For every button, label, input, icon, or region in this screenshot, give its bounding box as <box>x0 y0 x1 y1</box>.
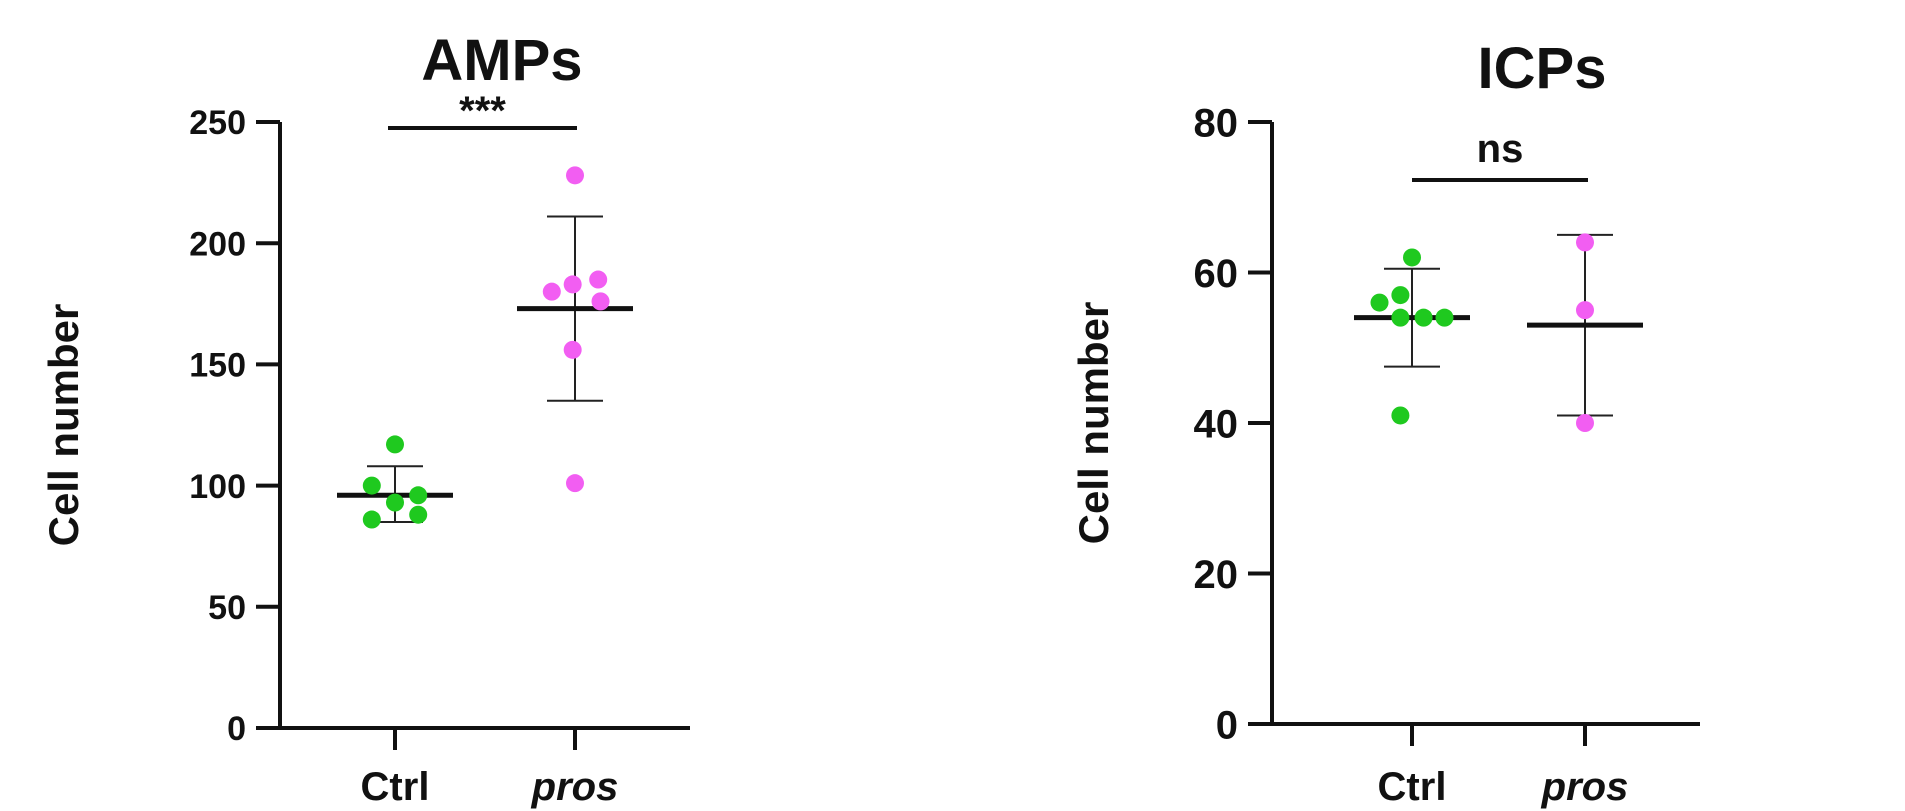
chart-title: AMPs <box>421 28 582 93</box>
data-point <box>409 505 428 524</box>
y-tick-label: 150 <box>189 347 246 385</box>
data-point <box>563 275 582 294</box>
x-tick-label: Ctrl <box>1378 765 1447 809</box>
significance-label: ns <box>1477 127 1524 171</box>
data-point <box>566 474 584 493</box>
x-tick-label: pros <box>1541 765 1629 809</box>
data-point <box>386 435 404 454</box>
y-tick-label: 20 <box>1194 553 1239 597</box>
y-tick-label: 40 <box>1194 402 1239 446</box>
icps-panel: ICPs Cell number 0 20 40 60 80 Ctrl pros ns <box>1070 36 1700 809</box>
data-point <box>1576 414 1594 432</box>
y-tick-label: 200 <box>189 225 246 263</box>
data-point <box>589 270 608 289</box>
data-point <box>542 282 561 301</box>
data-point <box>409 486 428 505</box>
y-tick-label: 0 <box>1216 703 1238 747</box>
data-point <box>1391 406 1410 425</box>
data-point <box>1435 308 1454 327</box>
data-point <box>1414 308 1433 327</box>
data-point <box>1370 293 1389 312</box>
y-axis-label: Cell number <box>1070 302 1117 545</box>
data-point <box>1391 308 1410 327</box>
y-tick-label: 250 <box>189 104 246 142</box>
data-point <box>1391 286 1410 305</box>
data-point <box>362 476 381 495</box>
data-point <box>1576 233 1594 252</box>
y-tick-label: 0 <box>227 710 246 748</box>
x-tick-label: pros <box>531 765 619 809</box>
y-axis-label: Cell number <box>40 304 87 547</box>
data-point <box>591 292 610 311</box>
significance-label: *** <box>459 89 506 133</box>
data-point <box>386 493 404 512</box>
data-point <box>566 166 584 185</box>
chart-title: ICPs <box>1478 36 1607 101</box>
y-tick-label: 60 <box>1194 252 1239 296</box>
y-tick-label: 50 <box>208 589 246 627</box>
y-tick-label: 80 <box>1194 101 1239 145</box>
data-point <box>1403 248 1421 267</box>
data-point <box>362 510 381 529</box>
data-point <box>1576 301 1594 320</box>
y-tick-label: 100 <box>189 468 246 506</box>
amps-panel: AMPs Cell number 0 50 100 150 200 250 Ctrl pros **… <box>40 28 690 809</box>
x-tick-label: Ctrl <box>361 765 430 809</box>
data-point <box>563 340 582 359</box>
